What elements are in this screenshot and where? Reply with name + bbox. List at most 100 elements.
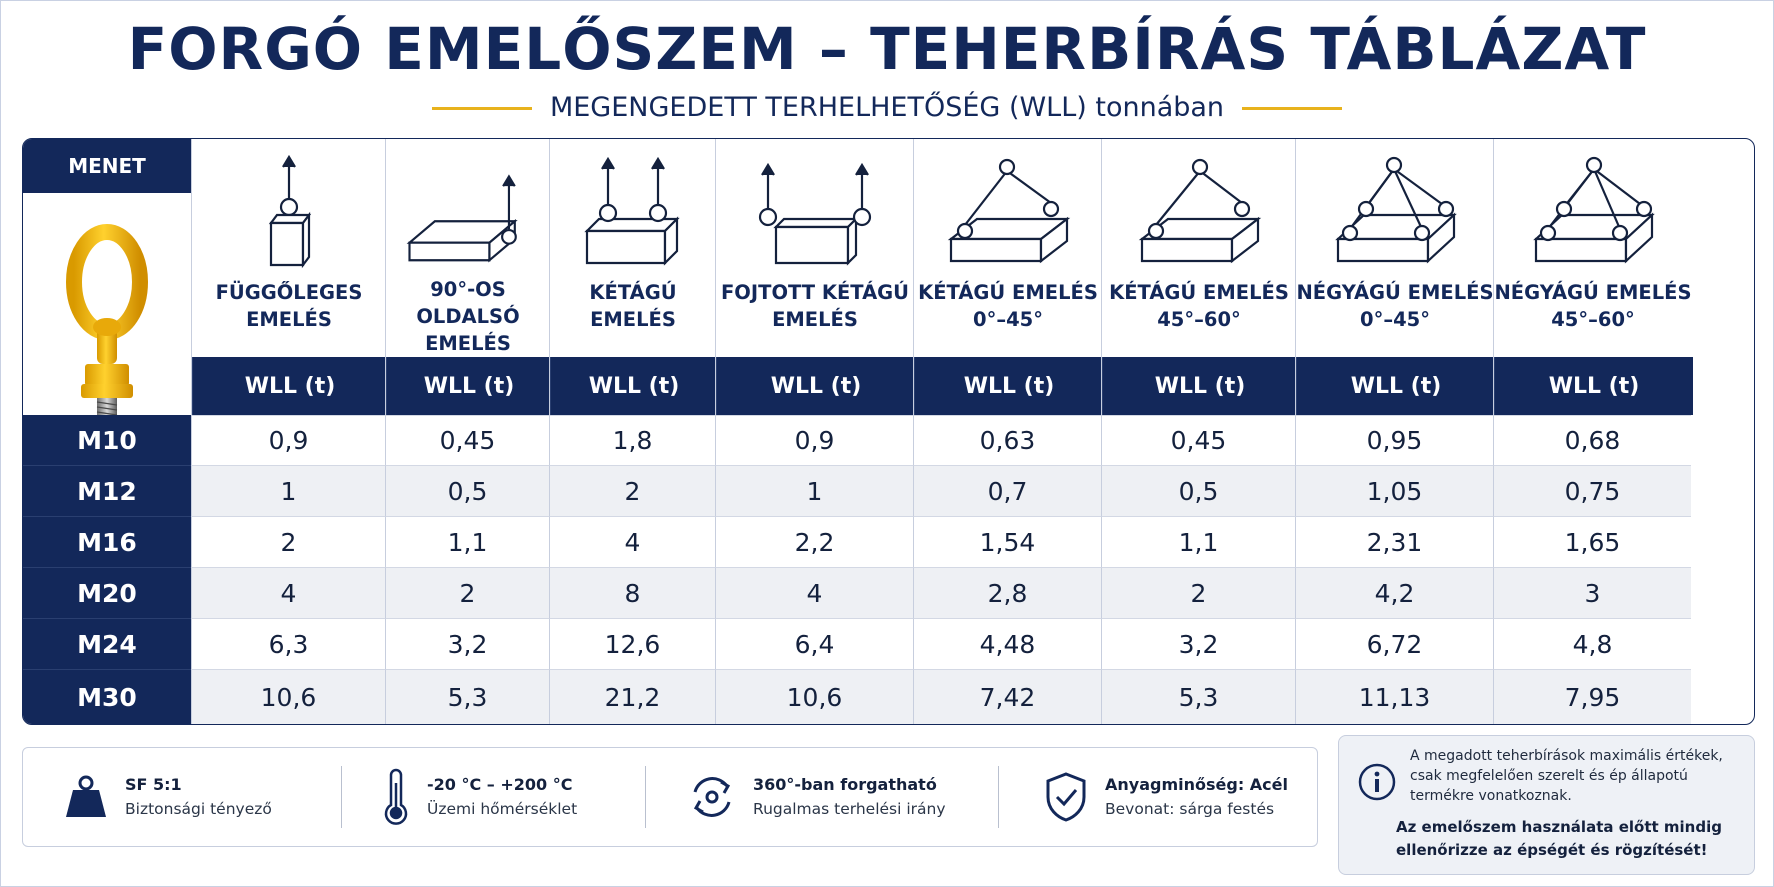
table-cell: 0,95: [1295, 415, 1493, 465]
shield-check-icon: [1046, 772, 1086, 822]
wll-header: WLL (t): [192, 357, 387, 415]
wll-header: WLL (t): [1102, 357, 1297, 415]
note-text: A megadott teherbírások maximális értéke…: [1410, 748, 1723, 804]
column-four-leg-sling-0-45: NÉGYÁGÚ EMELÉS 0°–45° WLL (t): [1295, 139, 1495, 724]
four-leg-sling-45-60-icon: [1533, 156, 1655, 264]
column-four-leg-sling-45-60: NÉGYÁGÚ EMELÉS 45°–60° WLL (t): [1493, 139, 1754, 724]
info-bold: Anyagminőség: Acél: [1105, 775, 1288, 794]
table-cell: 1,1: [1101, 516, 1295, 567]
two-leg-sling-45-60-icon: [1138, 158, 1262, 264]
subtitle-right-rule: [1242, 106, 1343, 110]
wll-header: WLL (t): [914, 357, 1103, 415]
info-bar: SF 5:1 Biztonsági tényező -20 °C – +200 °…: [22, 747, 1318, 847]
table-cell: 5,3: [385, 669, 549, 724]
load-table: MENET: [22, 138, 1755, 725]
info-item-material: Anyagminőség: Acél Bevonat: sárga festés: [1043, 748, 1288, 846]
column-label: NÉGYÁGÚ EMELÉS 0°–45°: [1296, 281, 1494, 331]
column-label: FOJTOTT KÉTÁGÚ EMELÉS: [720, 281, 910, 331]
menet-header: MENET: [23, 139, 191, 193]
info-item-rotation: 360°-ban forgatható Rugalmas terhelési ir…: [687, 748, 946, 846]
table-cell: 0,68: [1493, 415, 1691, 465]
table-cell: 0,45: [385, 415, 549, 465]
column-two-leg-sling-45-60: KÉTÁGÚ EMELÉS 45°–60° WLL (t): [1101, 139, 1297, 724]
subtitle-left-rule: [431, 106, 532, 110]
divider: [645, 766, 646, 828]
table-cell: 7,42: [913, 669, 1101, 724]
two-leg-sling-0-45-icon: [947, 158, 1071, 264]
table-cell: 4: [191, 567, 385, 618]
info-bold: SF 5:1: [125, 775, 182, 794]
subtitle-row: MEGENGEDETT TERHELHETŐSÉG (WLL) tonnában: [0, 88, 1774, 128]
column-vertical-lift: FÜGGŐLEGES EMELÉS WLL (t): [191, 139, 387, 724]
info-sub: Üzemi hőmérséklet: [427, 800, 578, 818]
divider: [998, 766, 999, 828]
table-cell: 0,5: [385, 465, 549, 516]
column-label: KÉTÁGÚ EMELÉS: [589, 281, 677, 331]
thread-label-m12: M12: [23, 465, 191, 517]
table-cell: 4: [549, 516, 715, 567]
info-sub: Biztonsági tényező: [125, 800, 272, 818]
table-cell: 5,3: [1101, 669, 1295, 724]
table-cell: 10,6: [715, 669, 913, 724]
weight-icon: [66, 775, 106, 817]
wll-header: WLL (t): [1296, 357, 1495, 415]
info-sub: Rugalmas terhelési irány: [753, 800, 946, 818]
thread-column: MENET: [23, 139, 191, 724]
table-cell: 7,95: [1493, 669, 1691, 724]
table-cell: 0,5: [1101, 465, 1295, 516]
table-cell: 21,2: [549, 669, 715, 724]
column-label: NÉGYÁGÚ EMELÉS 45°–60°: [1494, 281, 1692, 331]
table-cell: 2,2: [715, 516, 913, 567]
thread-label-m16: M16: [23, 516, 191, 568]
info-sub: Bevonat: sárga festés: [1105, 800, 1275, 818]
thread-label-m24: M24: [23, 618, 191, 670]
swivel-eyebolt-image: [66, 224, 148, 428]
table-cell: 0,63: [913, 415, 1101, 465]
info-item-safety-factor: SF 5:1 Biztonsági tényező: [63, 748, 272, 846]
table-cell: 0,9: [191, 415, 385, 465]
table-cell: 3,2: [1101, 618, 1295, 669]
table-cell: 2: [1101, 567, 1295, 618]
table-cell: 3: [1493, 567, 1691, 618]
note-warning: Az emelőszem használata előtt mindig elle…: [1396, 818, 1722, 859]
table-cell: 0,45: [1101, 415, 1295, 465]
rotate-360-icon: [693, 777, 731, 817]
two-leg-lift-icon: [584, 156, 680, 266]
vertical-lift-icon: [268, 154, 312, 269]
table-cell: 0,75: [1493, 465, 1691, 516]
choked-two-leg-lift-icon: [758, 162, 872, 266]
table-cell: 1: [715, 465, 913, 516]
info-icon: [1358, 763, 1396, 801]
column-side-lift: 90°-OS OLDALSÓ EMELÉS WLL (t): [385, 139, 551, 724]
table-cell: 0,9: [715, 415, 913, 465]
table-cell: 4: [715, 567, 913, 618]
page-title: FORGÓ EMELŐSZEM – TEHERBÍRÁS TÁBLÁZAT: [127, 15, 1647, 83]
table-cell: 1,54: [913, 516, 1101, 567]
wll-header: WLL (t): [716, 357, 915, 415]
table-cell: 3,2: [385, 618, 549, 669]
wll-header: WLL (t): [550, 357, 717, 415]
table-cell: 8: [549, 567, 715, 618]
table-cell: 1,8: [549, 415, 715, 465]
table-cell: 2: [191, 516, 385, 567]
table-cell: 1,65: [1493, 516, 1691, 567]
column-label: 90°-OS OLDALSÓ EMELÉS: [416, 278, 520, 355]
wll-header: WLL (t): [386, 357, 551, 415]
table-cell: 0,7: [913, 465, 1101, 516]
four-leg-sling-0-45-icon: [1335, 156, 1457, 264]
column-label: FÜGGŐLEGES EMELÉS: [215, 281, 363, 331]
column-label: KÉTÁGÚ EMELÉS 45°–60°: [1109, 281, 1289, 331]
thermometer-icon: [384, 768, 408, 825]
table-cell: 4,48: [913, 618, 1101, 669]
table-cell: 1,05: [1295, 465, 1493, 516]
table-cell: 12,6: [549, 618, 715, 669]
table-cell: 6,3: [191, 618, 385, 669]
info-bold: -20 °C – +200 °C: [427, 775, 573, 794]
page-subtitle: MEGENGEDETT TERHELHETŐSÉG (WLL) tonnában: [549, 92, 1225, 123]
table-cell: 1: [191, 465, 385, 516]
divider: [341, 766, 342, 828]
table-cell: 2,31: [1295, 516, 1493, 567]
table-cell: 1,1: [385, 516, 549, 567]
column-two-leg-sling-0-45: KÉTÁGÚ EMELÉS 0°–45° WLL (t): [913, 139, 1103, 724]
warning-note: A megadott teherbírások maximális értéke…: [1338, 735, 1755, 875]
